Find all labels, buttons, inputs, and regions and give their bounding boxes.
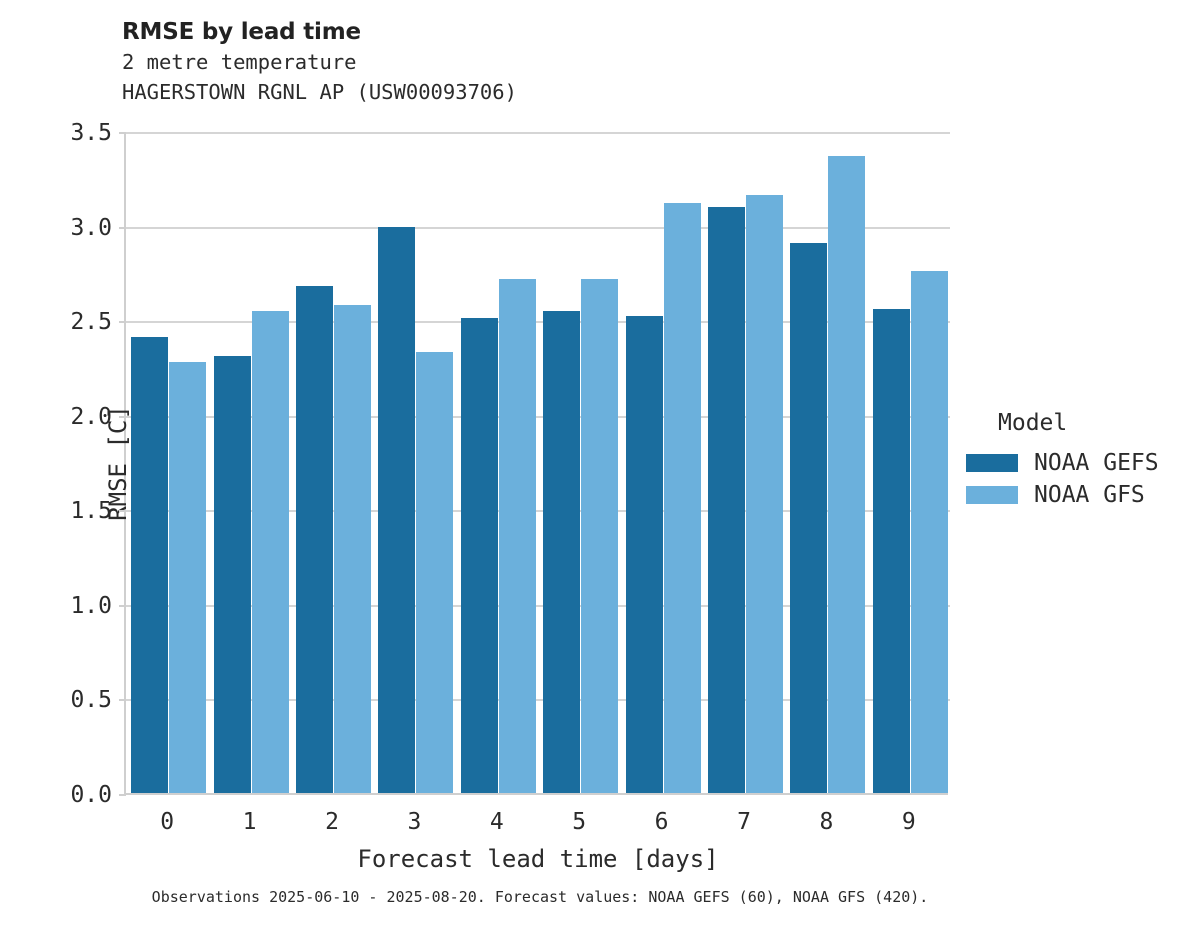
bar-noaa-gfs-day-8[interactable] <box>828 155 866 793</box>
y-tick-label: 1.5 <box>70 498 112 525</box>
bar-group <box>213 133 290 793</box>
y-tick-mark <box>119 699 126 702</box>
x-axis-title: Forecast lead time [days] <box>357 845 719 873</box>
bar-noaa-gefs-day-2[interactable] <box>296 286 333 793</box>
title-block: RMSE by lead time 2 metre temperature HA… <box>122 17 517 107</box>
y-tick-label: 2.0 <box>70 403 112 430</box>
bar-noaa-gfs-day-1[interactable] <box>251 310 289 793</box>
y-tick-mark <box>119 794 126 796</box>
y-tick-mark <box>119 321 126 324</box>
legend-swatch-icon <box>966 454 1018 472</box>
gridline <box>126 699 950 702</box>
bar-noaa-gefs-day-6[interactable] <box>625 316 663 793</box>
gridline <box>126 415 950 418</box>
bar-noaa-gfs-day-3[interactable] <box>416 352 454 793</box>
bar-noaa-gefs-day-5[interactable] <box>543 310 581 793</box>
y-tick-label: 1.0 <box>70 592 112 619</box>
bar-group <box>625 133 702 793</box>
legend-item-label: NOAA GEFS <box>1034 450 1159 476</box>
bar-group <box>543 133 619 793</box>
gridline <box>126 321 950 324</box>
bar-noaa-gefs-day-4[interactable] <box>460 318 498 793</box>
legend-item-noaa-gfs[interactable]: NOAA GFS <box>966 479 1181 511</box>
y-tick-label: 0.0 <box>70 782 112 808</box>
bar-noaa-gfs-day-9[interactable] <box>910 270 948 793</box>
y-tick-mark <box>119 226 126 229</box>
chart-caption: Observations 2025-06-10 - 2025-08-20. Fo… <box>151 888 929 906</box>
bar-noaa-gefs-day-7[interactable] <box>708 206 745 793</box>
gridline <box>126 132 950 134</box>
x-tick-label: 0 <box>160 809 175 835</box>
bar-noaa-gfs-day-6[interactable] <box>663 202 701 793</box>
bar-noaa-gefs-day-8[interactable] <box>790 242 828 793</box>
x-tick-label: 6 <box>654 809 669 835</box>
bar-group <box>131 133 207 793</box>
y-tick-mark <box>119 415 126 418</box>
bar-noaa-gfs-day-5[interactable] <box>581 278 619 793</box>
gridline <box>126 226 950 229</box>
bar-noaa-gfs-day-7[interactable] <box>746 195 783 793</box>
bar-group <box>296 133 372 793</box>
bar-noaa-gefs-day-0[interactable] <box>131 337 169 793</box>
bar-noaa-gfs-day-2[interactable] <box>334 305 371 793</box>
y-tick-label: 0.5 <box>70 687 112 714</box>
bar-group <box>378 133 454 793</box>
x-tick-label: 1 <box>242 809 257 835</box>
legend-item-label: NOAA GFS <box>1034 482 1145 508</box>
y-tick-label: 2.5 <box>70 309 112 336</box>
x-tick-label: 3 <box>407 809 422 835</box>
gridline <box>126 604 950 607</box>
x-tick-label: 9 <box>901 809 916 835</box>
y-tick-label: 3.5 <box>70 120 112 146</box>
x-tick-label: 8 <box>819 809 834 835</box>
bar-noaa-gfs-day-4[interactable] <box>498 278 536 793</box>
y-tick-mark <box>119 132 126 134</box>
y-tick-mark <box>119 510 126 513</box>
bar-noaa-gfs-day-0[interactable] <box>169 361 207 793</box>
legend: Model NOAA GEFS NOAA GFS <box>966 410 1181 511</box>
chart-station-subtitle: HAGERSTOWN RGNL AP (USW00093706) <box>122 80 517 104</box>
bar-noaa-gefs-day-9[interactable] <box>872 308 910 793</box>
gridline <box>126 510 950 513</box>
bar-group <box>790 133 866 793</box>
x-tick-label: 2 <box>325 809 339 835</box>
page-title: RMSE by lead time <box>122 19 361 45</box>
x-tick-label: 7 <box>737 809 751 835</box>
bar-noaa-gefs-day-3[interactable] <box>378 227 416 793</box>
x-tick-label: 4 <box>489 809 504 835</box>
legend-swatch-icon <box>966 486 1018 504</box>
y-tick-label: 3.0 <box>70 214 112 241</box>
bar-group <box>460 133 537 793</box>
chart-subtitle: 2 metre temperature <box>122 50 357 74</box>
bar-noaa-gefs-day-1[interactable] <box>213 356 251 793</box>
y-tick-mark <box>119 604 126 607</box>
x-tick-label: 5 <box>572 809 587 835</box>
bar-group <box>872 133 949 793</box>
legend-entries: NOAA GEFS NOAA GFS <box>966 447 1181 511</box>
bar-group <box>708 133 784 793</box>
legend-item-noaa-gefs[interactable]: NOAA GEFS <box>966 447 1181 479</box>
legend-title: Model <box>998 410 1068 436</box>
